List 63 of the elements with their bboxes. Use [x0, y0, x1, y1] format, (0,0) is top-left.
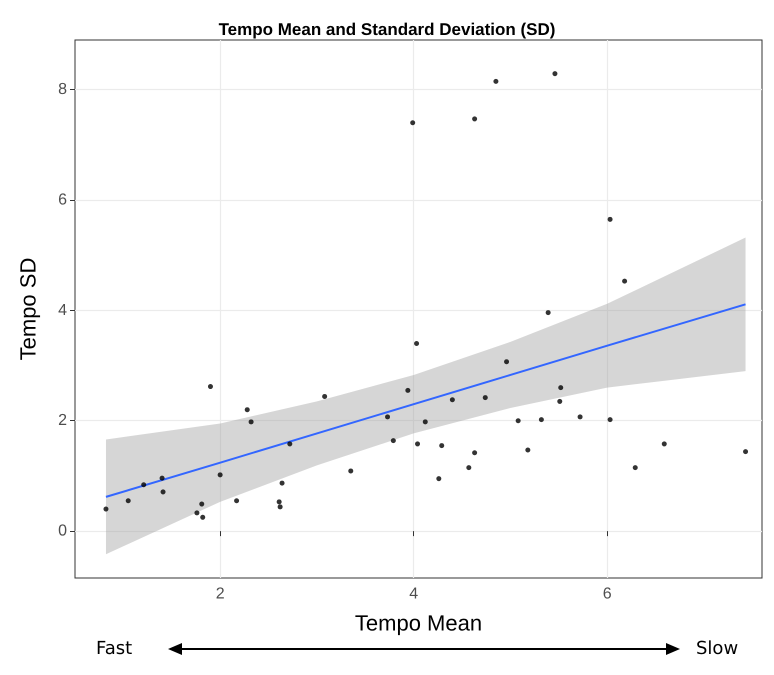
point	[608, 216, 613, 222]
point	[525, 447, 530, 452]
point	[287, 441, 292, 446]
point	[234, 498, 240, 504]
y-tick-label: 8	[58, 81, 68, 98]
point	[552, 71, 558, 76]
point	[493, 78, 498, 84]
point	[504, 359, 510, 364]
point	[218, 472, 223, 478]
line-series	[104, 303, 747, 498]
point	[632, 465, 638, 470]
point	[622, 278, 628, 284]
y-tick-label: 4	[58, 302, 68, 319]
point	[103, 506, 108, 512]
point	[743, 449, 748, 454]
point	[662, 441, 667, 446]
point	[436, 476, 442, 482]
x-tick-label: 4	[409, 586, 418, 602]
point	[200, 514, 206, 520]
point	[578, 414, 583, 420]
y-axis-title: Tempo SD	[16, 258, 40, 360]
point	[546, 310, 551, 316]
point	[280, 480, 285, 486]
point	[244, 407, 250, 412]
point	[482, 395, 488, 400]
point	[199, 502, 204, 507]
point	[248, 419, 254, 424]
text: Slow	[696, 638, 738, 659]
point	[558, 385, 564, 390]
point	[414, 340, 420, 346]
point	[322, 394, 328, 399]
y-tick-label: 0	[58, 522, 68, 540]
point	[538, 417, 544, 422]
text: Fast	[96, 638, 132, 659]
point	[415, 441, 420, 446]
point	[405, 388, 410, 393]
x-tick-label: 6	[602, 586, 612, 602]
point	[410, 120, 416, 126]
point	[385, 414, 390, 420]
point	[472, 116, 478, 122]
point	[422, 419, 428, 424]
point	[276, 499, 282, 504]
point	[348, 468, 354, 474]
point	[466, 465, 472, 470]
point	[160, 476, 165, 481]
point	[194, 510, 200, 516]
x-axis-title: Tempo Mean	[354, 610, 482, 636]
point	[208, 384, 213, 390]
point	[126, 498, 131, 504]
point	[472, 450, 478, 456]
y-tick-label: 6	[58, 192, 68, 209]
chart-title: Tempo Mean and Standard Deviation (SD)	[218, 20, 556, 39]
point	[450, 397, 455, 402]
point	[390, 438, 396, 444]
point	[141, 482, 146, 488]
point	[608, 417, 613, 422]
point	[516, 418, 521, 424]
y-tick-label: 2	[58, 412, 68, 430]
x-tick-label: 2	[216, 586, 225, 602]
point	[439, 443, 444, 448]
point	[160, 489, 166, 494]
point	[278, 504, 283, 510]
point	[557, 398, 562, 404]
